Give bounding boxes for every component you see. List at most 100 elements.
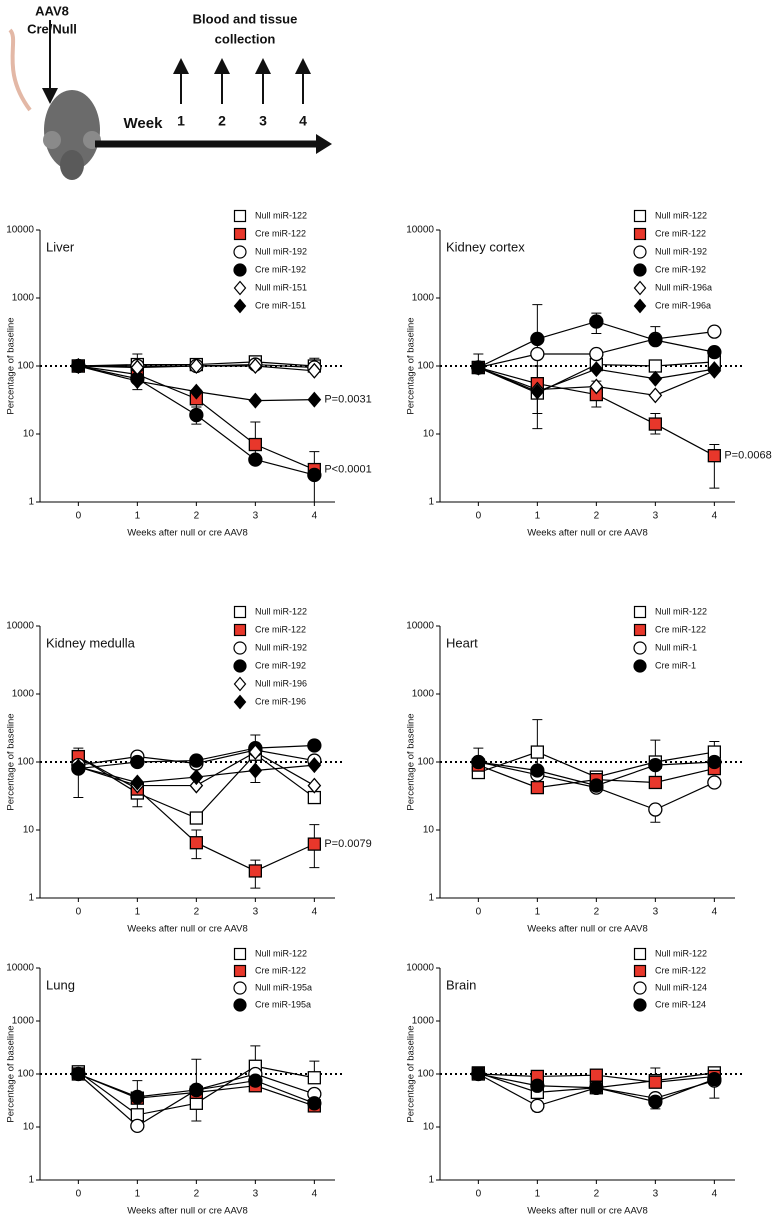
- x-tick-label: 1: [135, 907, 141, 918]
- legend-marker: [233, 263, 247, 277]
- marker: [589, 778, 604, 793]
- x-tick-label: 4: [312, 907, 318, 918]
- legend-marker: [633, 981, 647, 995]
- legend-label: Null miR-195a: [255, 982, 312, 992]
- chart: 1 10 100 1000 10000 0 1 2 3 4 Weeks after null or …: [6, 605, 372, 935]
- marker: [471, 359, 486, 376]
- chart-title: Kidney medulla: [46, 635, 136, 650]
- legend-marker: [633, 964, 647, 978]
- y-axis-label: Percentage of baseline: [406, 713, 417, 810]
- time-arrow-head: [316, 134, 332, 154]
- marker: [189, 777, 204, 794]
- marker: [307, 391, 322, 408]
- x-axis-label: Weeks after null or cre AAV8: [527, 924, 648, 935]
- error-bar: [73, 747, 84, 799]
- legend-label: Null miR-1: [655, 642, 697, 652]
- x-tick-label: 0: [476, 511, 482, 522]
- x-tick-label: 0: [476, 1189, 482, 1200]
- legend-marker: [233, 694, 247, 710]
- x-tick-label: 2: [594, 1189, 600, 1200]
- y-tick-label: 1: [28, 497, 34, 508]
- chart: 1 10 100 1000 10000 0 1 2 3 4 Weeks after null or …: [406, 209, 772, 539]
- legend-marker: [233, 298, 247, 314]
- x-tick-label: 1: [535, 1189, 541, 1200]
- y-tick-label: 100: [417, 361, 434, 372]
- annotation: P=0.0031: [324, 394, 371, 406]
- marker: [189, 836, 204, 850]
- marker: [589, 361, 604, 378]
- legend-label: Cre miR-196: [255, 696, 306, 706]
- annotation: P=0.0068: [724, 450, 771, 462]
- marker: [648, 1094, 663, 1109]
- y-tick-label: 100: [17, 757, 34, 768]
- legend-label: Null miR-122: [655, 948, 707, 958]
- legend-label: Null miR-122: [655, 606, 707, 616]
- marker: [530, 763, 545, 778]
- legend-marker: [233, 964, 247, 978]
- marker: [707, 754, 722, 770]
- x-tick-label: 3: [653, 907, 659, 918]
- annotation: P=0.0079: [324, 838, 371, 850]
- y-tick-label: 10: [423, 825, 435, 836]
- legend-marker: [233, 659, 247, 673]
- marker: [130, 774, 145, 791]
- marker: [248, 744, 263, 761]
- marker: [248, 1073, 263, 1088]
- marker: [648, 359, 662, 373]
- chart-title: Heart: [446, 635, 478, 650]
- legend-marker: [633, 209, 647, 223]
- marker: [707, 1071, 722, 1087]
- x-tick-label: 2: [194, 1189, 200, 1200]
- y-tick-label: 1: [428, 893, 434, 904]
- marker: [307, 757, 322, 774]
- marker: [530, 1078, 545, 1093]
- marker: [307, 1071, 322, 1085]
- y-tick-label: 1000: [12, 689, 35, 700]
- legend-marker: [233, 676, 247, 692]
- x-axis-label: Weeks after null or cre AAV8: [527, 1206, 648, 1217]
- marker: [648, 387, 663, 404]
- marker: [589, 1068, 603, 1082]
- legend-label: Cre miR-151: [255, 300, 306, 310]
- legend-label: Cre miR-122: [255, 228, 306, 238]
- marker: [189, 358, 204, 374]
- legend-label: Cre miR-192: [255, 264, 306, 274]
- y-tick-label: 1: [428, 1175, 434, 1186]
- marker: [471, 754, 486, 770]
- marker: [248, 392, 263, 409]
- legend-marker: [233, 280, 247, 296]
- marker: [189, 769, 204, 786]
- legend-label: Null miR-151: [255, 282, 307, 292]
- legend-marker: [633, 641, 647, 655]
- marker: [471, 1066, 486, 1082]
- x-tick-label: 4: [312, 1189, 318, 1200]
- marker: [71, 358, 86, 374]
- x-tick-label: 4: [712, 511, 718, 522]
- legend-marker: [633, 998, 647, 1012]
- x-tick-label: 1: [135, 1189, 141, 1200]
- x-axis-label: Weeks after null or cre AAV8: [127, 1206, 248, 1217]
- legend-marker: [633, 947, 647, 961]
- legend-marker: [233, 623, 247, 637]
- marker: [589, 346, 604, 362]
- marker: [648, 370, 663, 387]
- marker: [707, 775, 722, 790]
- marker: [648, 757, 663, 773]
- injection-label: Cre/Null: [27, 21, 77, 36]
- marker: [648, 332, 663, 348]
- marker: [648, 802, 663, 817]
- legend-marker: [233, 947, 247, 961]
- marker: [189, 407, 204, 423]
- chart-title: Lung: [46, 977, 75, 992]
- y-tick-label: 10000: [406, 621, 434, 632]
- y-tick-label: 100: [17, 1069, 34, 1080]
- x-tick-label: 1: [535, 511, 541, 522]
- error-bar: [309, 824, 320, 869]
- y-axis-label: Percentage of baseline: [6, 713, 17, 810]
- marker: [248, 437, 263, 452]
- legend-marker: [233, 209, 247, 223]
- week-number: 2: [218, 113, 226, 129]
- x-tick-label: 2: [194, 511, 200, 522]
- legend-marker: [633, 659, 647, 673]
- chart: 1 10 100 1000 10000 0 1 2 3 4 Weeks after null or …: [6, 209, 372, 539]
